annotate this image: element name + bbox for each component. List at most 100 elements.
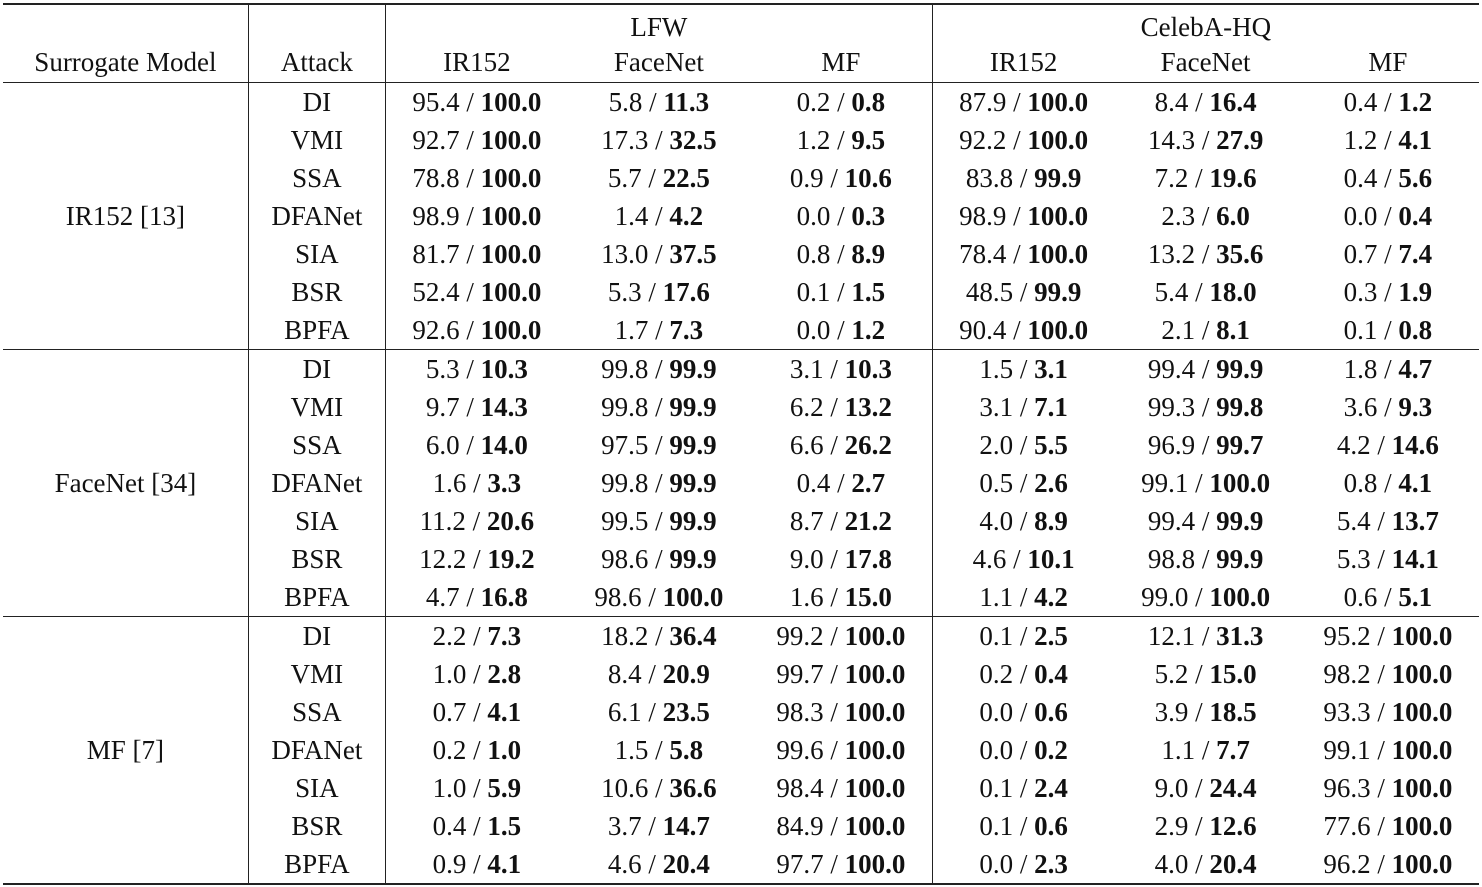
baseline-value: 8.4 [607,658,642,689]
improved-value: 0.3 [851,200,886,231]
baseline-value: 5.8 [608,86,643,117]
result-cell: 1.0 / 2.8 [384,655,568,693]
value-separator: / [823,505,845,536]
value-separator: / [1377,238,1399,269]
value-separator: / [648,391,670,422]
result-cell: 1.2 / 4.1 [1297,121,1479,159]
baseline-value: 95.2 [1323,620,1371,651]
value-separator: / [1013,505,1035,536]
value-separator: / [641,848,663,879]
attack-cell: SIA [247,502,386,540]
result-cell: 99.0 / 100.0 [1114,578,1296,617]
baseline-value: 4.0 [979,505,1014,536]
table-row: BPFA 0.9 / 4.1 4.6 / 20.4 97.7 / 100.0 0.0 /… [3,845,1479,884]
value-separator: / [1013,467,1035,498]
value-separator: / [1195,353,1217,384]
value-separator: / [1188,848,1210,879]
improved-value: 15.0 [844,581,892,612]
result-cell: 8.7 / 21.2 [750,502,932,540]
improved-value: 4.2 [669,200,704,231]
improved-value: 99.9 [669,391,717,422]
result-cell: 8.4 / 20.9 [568,655,750,693]
result-cell: 99.1 / 100.0 [1297,731,1479,769]
result-cell: 1.5 / 3.1 [931,349,1115,388]
improved-value: 100.0 [844,734,906,765]
improved-value: 19.2 [487,543,535,574]
result-cell: 6.2 / 13.2 [750,388,932,426]
column-header-celebahq-facenet: FaceNet [1160,47,1251,77]
baseline-value: 7.2 [1154,162,1189,193]
attack-cell: SIA [247,235,386,273]
baseline-value: 98.9 [412,200,460,231]
baseline-value: 4.0 [1154,848,1189,879]
result-cell: 5.4 / 13.7 [1297,502,1479,540]
result-cell: 96.2 / 100.0 [1297,845,1479,884]
attack-cell: VMI [247,388,386,426]
improved-value: 99.9 [1034,162,1082,193]
value-separator: / [1195,391,1217,422]
improved-value: 100.0 [844,620,906,651]
result-cell: 9.7 / 14.3 [384,388,568,426]
improved-value: 0.4 [1398,200,1433,231]
baseline-value: 12.2 [419,543,467,574]
value-separator: / [823,620,845,651]
baseline-value: 92.7 [412,124,460,155]
result-cell: 99.1 / 100.0 [1114,464,1296,502]
improved-value: 100.0 [480,162,542,193]
baseline-value: 99.4 [1147,353,1196,384]
improved-value: 1.0 [487,734,522,765]
improved-value: 100.0 [480,238,542,269]
result-cell: 5.7 / 22.5 [568,159,750,197]
baseline-value: 99.1 [1323,734,1371,765]
result-cell: 99.8 / 99.9 [568,464,750,502]
result-cell: 99.5 / 99.9 [568,502,750,540]
baseline-value: 97.7 [776,848,824,879]
value-separator: / [1377,276,1399,307]
result-cell: 9.0 / 24.4 [1114,769,1296,807]
value-separator: / [823,581,845,612]
baseline-value: 5.3 [425,353,460,384]
baseline-value: 4.6 [607,848,642,879]
result-cell: 78.4 / 100.0 [931,235,1115,273]
table-row: FaceNet [34] DI 5.3 / 10.3 99.8 / 99.9 3.1 /… [3,349,1479,496]
improved-value: 14.0 [480,429,528,460]
value-separator: / [641,810,663,841]
value-separator: / [830,314,852,345]
result-cell: 12.2 / 19.2 [384,540,568,578]
value-separator: / [1188,467,1210,498]
result-cell: 1.6 / 3.3 [384,464,568,502]
result-cell: 97.7 / 100.0 [750,845,932,884]
value-separator: / [466,543,488,574]
baseline-value: 0.0 [796,314,831,345]
value-separator: / [1188,276,1210,307]
result-cell: 78.8 / 100.0 [384,159,568,197]
improved-value: 5.6 [1398,162,1433,193]
result-cell: 0.8 / 4.1 [1297,464,1479,502]
baseline-value: 0.0 [979,848,1014,879]
table-row: DFANet 0.2 / 1.0 1.5 / 5.8 99.6 / 100.0 0.0 … [3,731,1479,769]
improved-value: 1.5 [487,810,522,841]
improved-value: 20.6 [486,505,535,536]
table-row: BPFA 4.7 / 16.8 98.6 / 100.0 1.6 / 15.0 1.1 … [3,578,1479,617]
result-cell: 1.1 / 7.7 [1114,731,1296,769]
value-separator: / [1370,848,1392,879]
baseline-value: 99.1 [1141,467,1189,498]
value-separator: / [1377,391,1399,422]
result-cell: 3.1 / 7.1 [931,388,1115,426]
value-separator: / [1188,86,1210,117]
improved-value: 16.8 [480,581,528,612]
improved-value: 2.7 [851,467,886,498]
baseline-value: 9.0 [1154,772,1189,803]
improved-value: 100.0 [1391,620,1453,651]
improved-value: 99.9 [1216,505,1264,536]
table-row: VMI 1.0 / 2.8 8.4 / 20.9 99.7 / 100.0 0.2 / … [3,655,1479,693]
baseline-value: 2.9 [1154,810,1189,841]
table-row: BSR 12.2 / 19.2 98.6 / 99.9 9.0 / 17.8 4.6 /… [3,540,1479,578]
table-row: VMI 9.7 / 14.3 99.8 / 99.9 6.2 / 13.2 3.1 / … [3,388,1479,426]
improved-value: 27.9 [1216,124,1264,155]
value-separator: / [648,772,670,803]
value-separator: / [1370,696,1392,727]
improved-value: 0.6 [1034,810,1068,841]
header-empty-surrogate [3,4,248,43]
baseline-value: 99.3 [1147,391,1196,422]
